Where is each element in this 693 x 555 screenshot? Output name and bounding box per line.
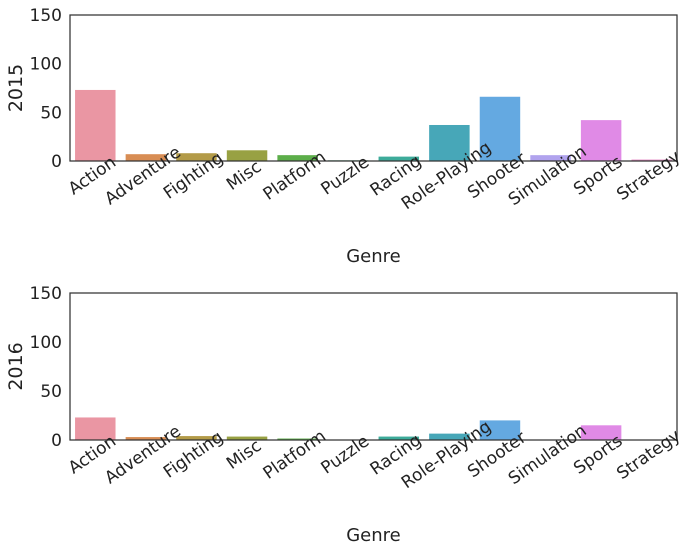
x-tick-label: Strategy [613,426,684,484]
x-tick-label: Misc [223,157,265,195]
x-tick-label: Strategy [613,147,684,205]
y-axis-label: 2016 [5,342,27,390]
plot-frame [70,293,677,440]
y-tick-label: 50 [40,103,62,123]
y-tick-label: 50 [40,382,62,402]
x-tick-label: Misc [223,436,265,474]
x-axis-label: Genre [346,525,401,546]
bar-misc [227,150,267,161]
y-tick-label: 150 [30,6,62,26]
y-tick-label: 100 [30,55,62,75]
y-axis-label: 2015 [5,64,27,112]
bar-action [75,90,115,161]
y-tick-label: 150 [30,284,62,304]
y-tick-label: 100 [30,333,62,353]
x-tick-label: Platform [260,426,330,484]
x-axis-label: Genre [346,246,401,267]
y-tick-label: 0 [51,152,62,172]
y-tick-label: 0 [51,431,62,451]
